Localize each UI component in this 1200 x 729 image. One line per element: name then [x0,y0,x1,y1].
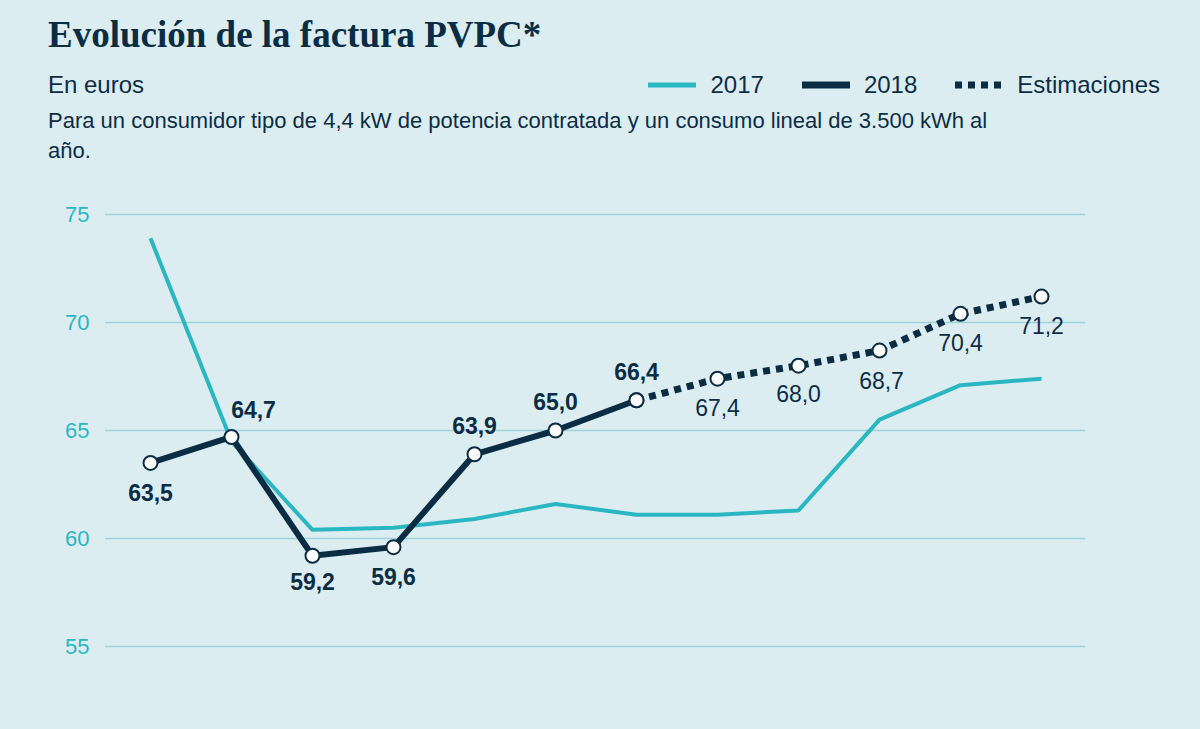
svg-text:68,0: 68,0 [776,381,821,407]
html-text:2017: 2017 [710,71,764,98]
svg-text:63,9: 63,9 [452,413,497,439]
svg-text:67,4: 67,4 [695,395,740,421]
html-text:Estimaciones: Estimaciones [1017,71,1160,98]
svg-text:70,4: 70,4 [938,330,983,356]
svg-text:65: 65 [65,418,89,443]
svg-text:75: 75 [65,202,89,227]
svg-text:63,5: 63,5 [128,480,173,506]
html-text:En euros: En euros [48,71,145,98]
svg-text:70: 70 [65,310,89,335]
svg-text:66,4: 66,4 [614,359,659,385]
svg-text:55: 55 [65,634,89,659]
html-text:2018: 2018 [863,71,918,98]
html-text:Evolución de la factura PVPC*: Evolución de la factura PVPC* [48,14,542,55]
svg-text:59,6: 59,6 [371,564,416,590]
svg-text:71,2: 71,2 [1019,313,1064,339]
svg-text:65,0: 65,0 [533,389,578,415]
html-text:Para un consumidor tipo de 4,4: Para un consumidor tipo de 4,4 kW de pot… [48,108,988,163]
svg-text:60: 60 [65,526,89,551]
svg-text:68,7: 68,7 [859,368,904,394]
svg-text:64,7: 64,7 [231,397,276,423]
svg-text:59,2: 59,2 [290,569,335,595]
